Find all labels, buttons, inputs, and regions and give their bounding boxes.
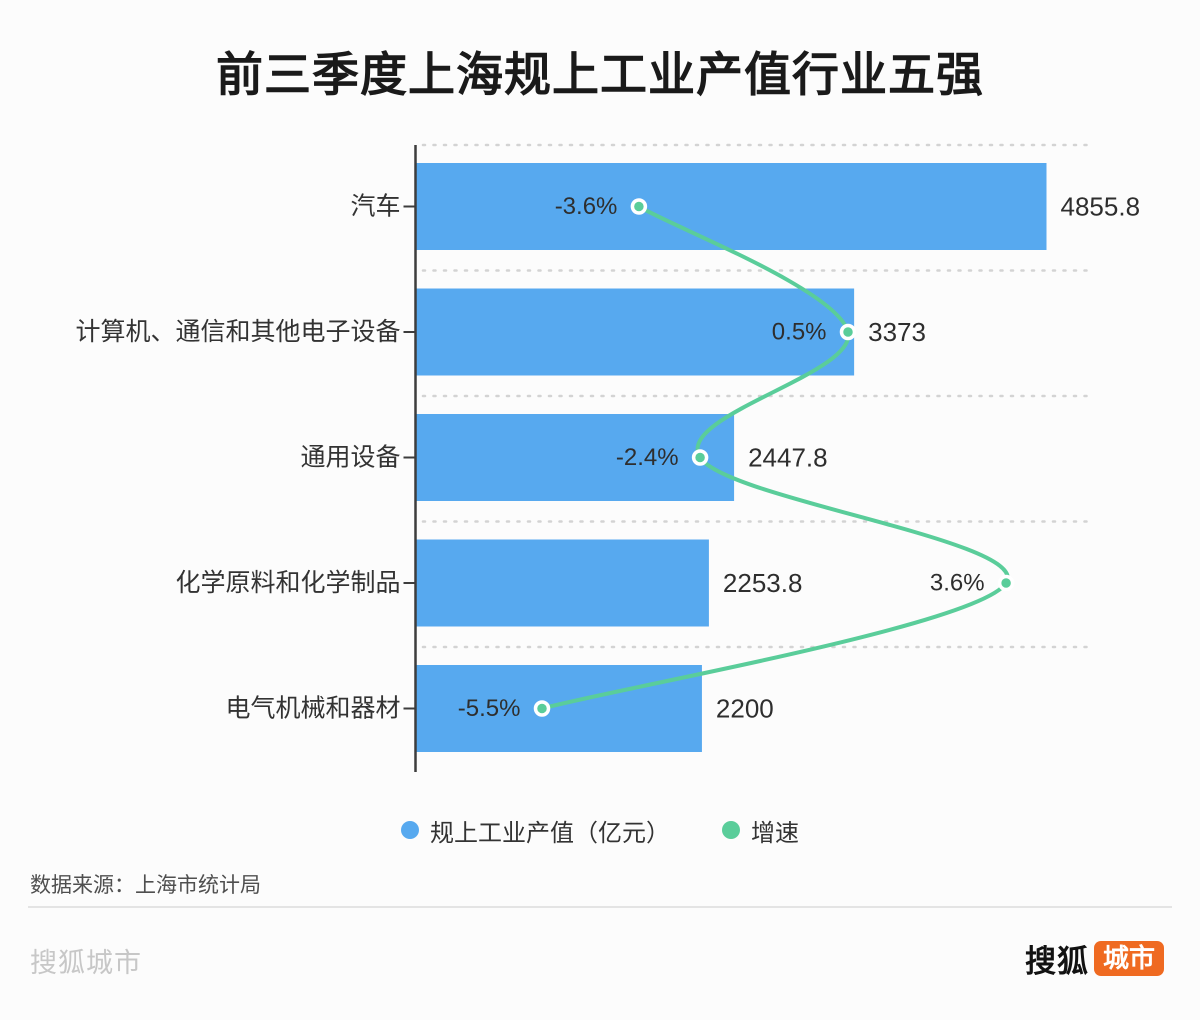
bar-3 xyxy=(416,539,709,627)
bar-value-label-2: 2447.8 xyxy=(748,443,828,473)
bar-value-label-0: 4855.8 xyxy=(1061,192,1141,222)
chart-title: 前三季度上海规上工业产值行业五强 xyxy=(216,48,984,101)
legend-dot-growth-icon xyxy=(722,821,740,839)
legend-dot-output-value-icon xyxy=(401,821,419,839)
bar-value-label-4: 2200 xyxy=(716,694,774,724)
data-source-text: 数据来源：上海市统计局 xyxy=(30,874,261,897)
category-label-0: 汽车 xyxy=(350,193,400,221)
growth-label-4: -5.5% xyxy=(458,695,521,722)
category-label-4: 电气机械和器材 xyxy=(225,695,400,723)
logo-brand-text: 搜狐 xyxy=(1024,944,1089,979)
growth-label-1: 0.5% xyxy=(772,319,827,346)
category-label-1: 计算机、通信和其他电子设备 xyxy=(75,318,400,346)
footer-divider xyxy=(28,906,1172,908)
watermark-text: 搜狐城市 xyxy=(30,948,142,978)
legend-label-growth: 增速 xyxy=(751,819,799,847)
chart-legend: 规上工业产值（亿元） 增速 xyxy=(0,810,1200,850)
legend-item-growth: 增速 xyxy=(722,813,799,848)
growth-label-3: 3.6% xyxy=(930,570,985,597)
growth-marker-4 xyxy=(533,700,551,717)
logo-badge-text: 城市 xyxy=(1093,941,1164,976)
growth-marker-2 xyxy=(691,449,709,466)
growth-line xyxy=(540,204,1010,711)
bar-chart-svg: 汽车 4855.8 计算机、通信和其他电子设备 3373 通用设备 2447.8 化学原料和… xyxy=(75,143,1141,772)
bar-value-label-3: 2253.8 xyxy=(723,568,803,598)
bar-0 xyxy=(416,163,1047,250)
growth-marker-1 xyxy=(839,323,857,341)
bar-1 xyxy=(416,288,855,376)
growth-label-0: -3.6% xyxy=(555,193,618,220)
sohu-city-logo: 搜狐 城市 xyxy=(1025,936,1164,981)
growth-marker-3 xyxy=(997,574,1015,592)
legend-item-output-value: 规上工业产值（亿元） xyxy=(401,813,670,848)
bar-4 xyxy=(416,665,702,752)
category-label-3: 化学原料和化学制品 xyxy=(175,569,400,597)
growth-marker-0 xyxy=(630,198,648,215)
category-label-2: 通用设备 xyxy=(300,444,400,472)
legend-label-output-value: 规上工业产值（亿元） xyxy=(430,819,670,847)
bar-2 xyxy=(416,414,735,501)
growth-label-2: -2.4% xyxy=(616,444,679,471)
bar-value-label-1: 3373 xyxy=(868,317,926,347)
